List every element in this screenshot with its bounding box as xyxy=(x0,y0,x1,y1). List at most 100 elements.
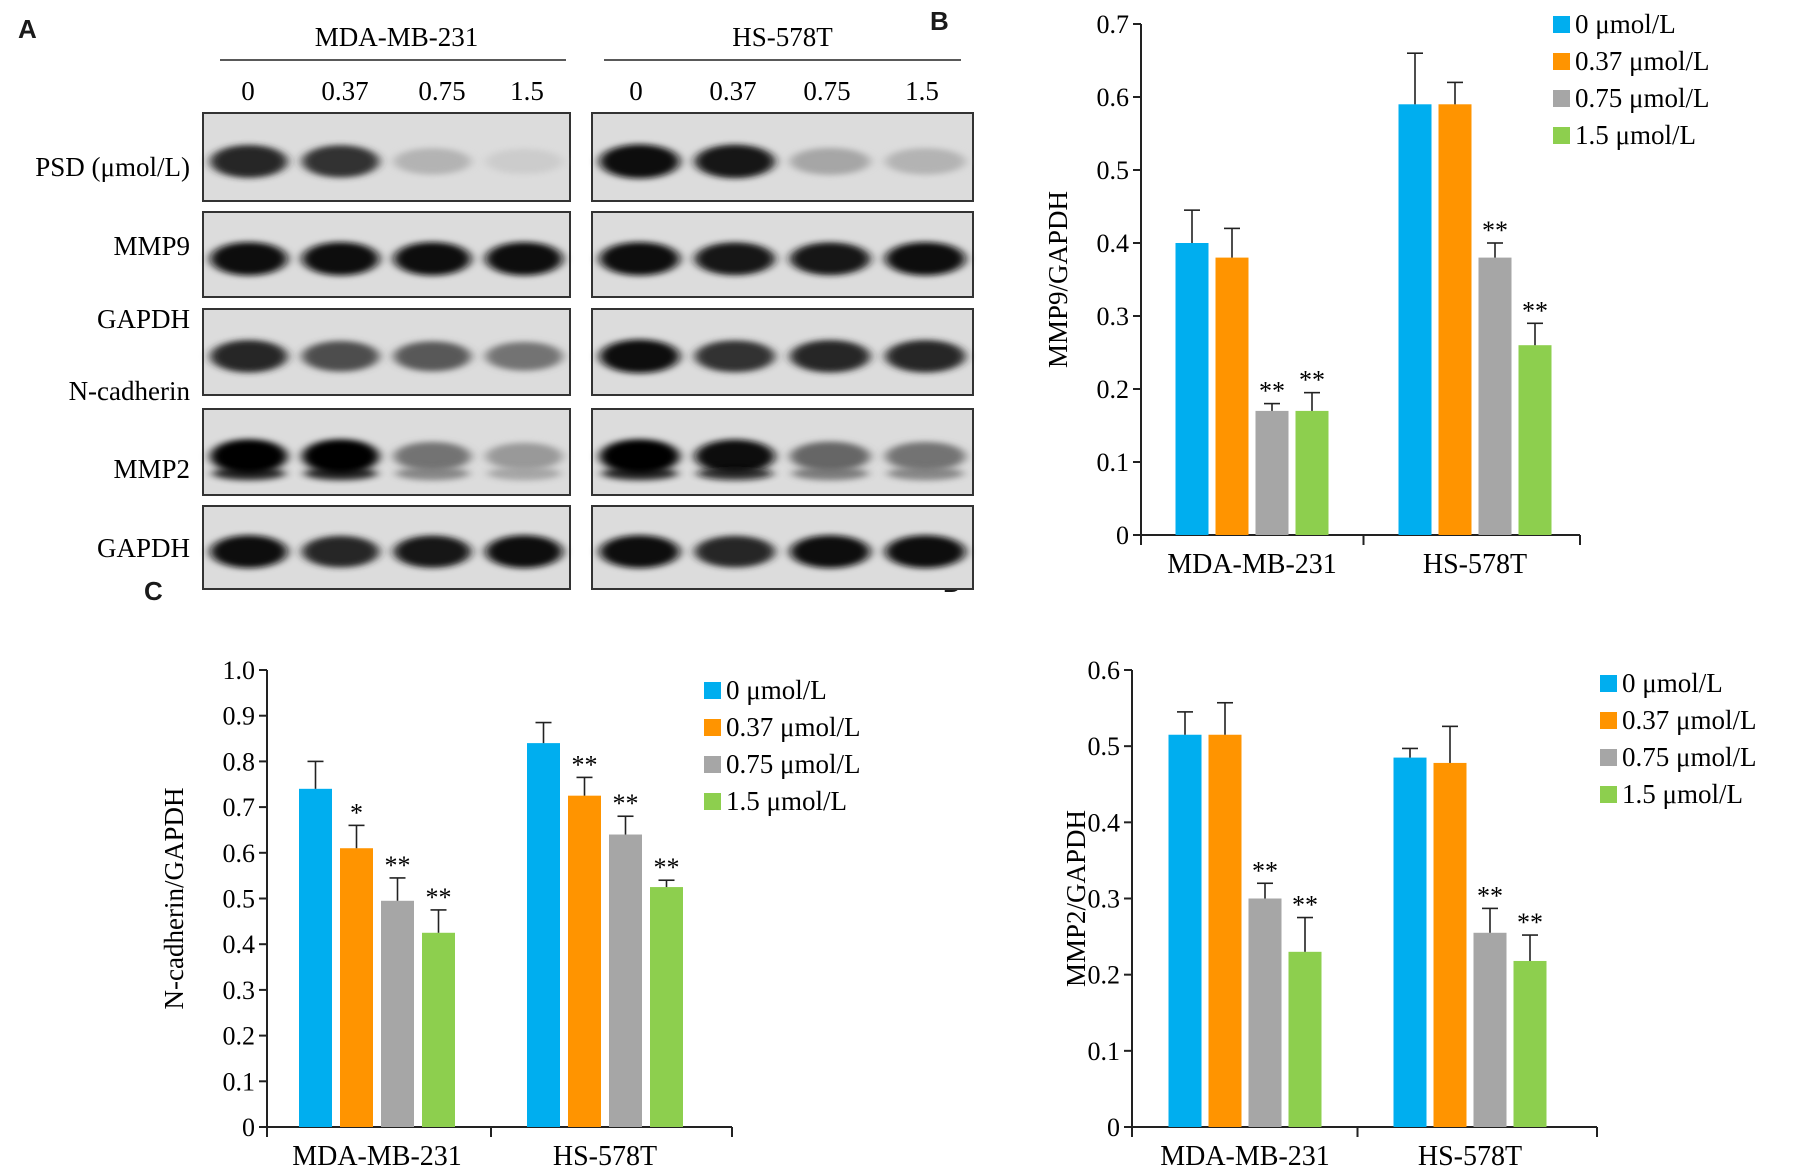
significance-label: ** xyxy=(385,851,411,880)
blot-band xyxy=(599,339,680,374)
blot-row-label: MMP2 xyxy=(113,454,190,484)
blot-row-label: GAPDH xyxy=(97,304,190,334)
blot-band xyxy=(694,439,775,474)
bar xyxy=(1518,345,1552,535)
bar xyxy=(1175,243,1209,535)
y-tick-label: 0.2 xyxy=(1097,375,1130,404)
blot-band xyxy=(210,535,288,569)
legend-swatch xyxy=(1553,16,1570,33)
bar xyxy=(381,900,414,1127)
y-tick-label: 0.4 xyxy=(1097,229,1130,258)
legend-swatch xyxy=(704,756,721,773)
blot-band xyxy=(599,535,680,569)
bar xyxy=(1398,104,1432,536)
legend-swatch xyxy=(1600,749,1617,766)
y-tick-label: 0.8 xyxy=(223,747,256,776)
blot-band xyxy=(790,147,871,175)
bar xyxy=(1393,757,1427,1127)
x-category-label: MDA-MB-231 xyxy=(1160,1141,1330,1172)
bar xyxy=(1438,104,1472,536)
bar xyxy=(568,795,601,1127)
y-tick-label: 0.3 xyxy=(1088,885,1121,914)
y-axis-label: MMP9/GAPDH xyxy=(1043,191,1073,368)
significance-label: ** xyxy=(1482,216,1508,245)
blot-band xyxy=(599,144,680,179)
y-tick-label: 1.0 xyxy=(223,656,256,685)
blot-band xyxy=(302,535,380,568)
y-tick-label: 0.2 xyxy=(1088,961,1121,990)
x-category-label: HS-578T xyxy=(1423,549,1527,580)
significance-label: ** xyxy=(1259,377,1285,406)
blot-row-label: PSD (μmol/L) xyxy=(35,152,190,182)
legend-label: 1.5 μmol/L xyxy=(1575,120,1696,150)
bar xyxy=(527,743,560,1127)
significance-label: ** xyxy=(613,789,639,818)
blot-lane-label: 0.75 xyxy=(418,76,465,106)
blot-band xyxy=(302,242,380,276)
blot-group-label: MDA-MB-231 xyxy=(315,22,479,52)
blot-band xyxy=(393,148,471,175)
blot-band xyxy=(694,242,775,276)
significance-label: ** xyxy=(1299,366,1325,395)
blot-band xyxy=(210,340,288,373)
bar xyxy=(340,848,373,1127)
blot-band xyxy=(487,466,561,481)
blot-band xyxy=(485,242,563,276)
blot-band xyxy=(302,340,380,372)
blot-lane-label: 0.75 xyxy=(803,76,850,106)
blot-lane-label: 1.5 xyxy=(510,76,544,106)
blot-row-label: N-cadherin xyxy=(69,376,191,406)
panel-letter-c: C xyxy=(144,576,163,606)
legend-label: 0.37 μmol/L xyxy=(1575,46,1709,76)
legend-label: 0.37 μmol/L xyxy=(726,712,860,742)
y-tick-label: 0 xyxy=(1107,1113,1120,1142)
western-blot-panel: MDA-MB-231 HS-578T 0 0.37 0.75 1.5 0 0.37 0.75 1.… xyxy=(35,22,974,590)
blot-band xyxy=(485,341,563,371)
blot-lane-label: 1.5 xyxy=(905,76,939,106)
y-tick-label: 0.1 xyxy=(1097,448,1130,477)
y-tick-label: 0.7 xyxy=(1097,10,1130,39)
blot-band xyxy=(790,242,871,276)
bar xyxy=(650,887,683,1127)
blot-lane-label: 0.37 xyxy=(321,76,368,106)
bar xyxy=(422,932,455,1127)
blot-band xyxy=(790,441,871,472)
y-tick-label: 0.6 xyxy=(223,839,256,868)
blot-band xyxy=(302,439,380,474)
x-category-label: HS-578T xyxy=(1418,1141,1522,1172)
blot-band xyxy=(210,439,288,474)
bar xyxy=(1473,932,1507,1127)
blot-band xyxy=(694,144,775,179)
bar xyxy=(1255,410,1289,535)
y-tick-label: 0.1 xyxy=(223,1067,256,1096)
bar xyxy=(1478,257,1512,535)
y-tick-label: 0.9 xyxy=(223,702,256,731)
blot-band xyxy=(885,441,966,471)
blot-band xyxy=(790,340,871,373)
y-tick-label: 0 xyxy=(1116,521,1129,550)
significance-label: ** xyxy=(1292,891,1318,920)
x-category-label: HS-578T xyxy=(553,1141,657,1172)
y-tick-label: 0.5 xyxy=(1097,156,1130,185)
blot-band xyxy=(885,535,966,569)
blot-band xyxy=(210,242,288,276)
legend-swatch xyxy=(1600,786,1617,803)
y-tick-label: 0 xyxy=(242,1113,255,1142)
y-axis-label: N-cadherin/GAPDH xyxy=(159,788,189,1010)
legend-swatch xyxy=(704,793,721,810)
bar xyxy=(299,788,332,1127)
legend-label: 1.5 μmol/L xyxy=(1622,779,1743,809)
significance-label: ** xyxy=(1517,908,1543,937)
blot-band xyxy=(887,466,964,481)
legend-label: 0 μmol/L xyxy=(1575,9,1676,39)
blot-band xyxy=(485,535,563,569)
blot-band xyxy=(393,341,471,372)
bar xyxy=(1513,960,1547,1127)
x-category-label: MDA-MB-231 xyxy=(292,1141,462,1172)
y-tick-label: 0.7 xyxy=(223,793,256,822)
blot-band xyxy=(395,466,470,481)
blot-band xyxy=(485,442,563,470)
blot-band xyxy=(696,466,773,481)
